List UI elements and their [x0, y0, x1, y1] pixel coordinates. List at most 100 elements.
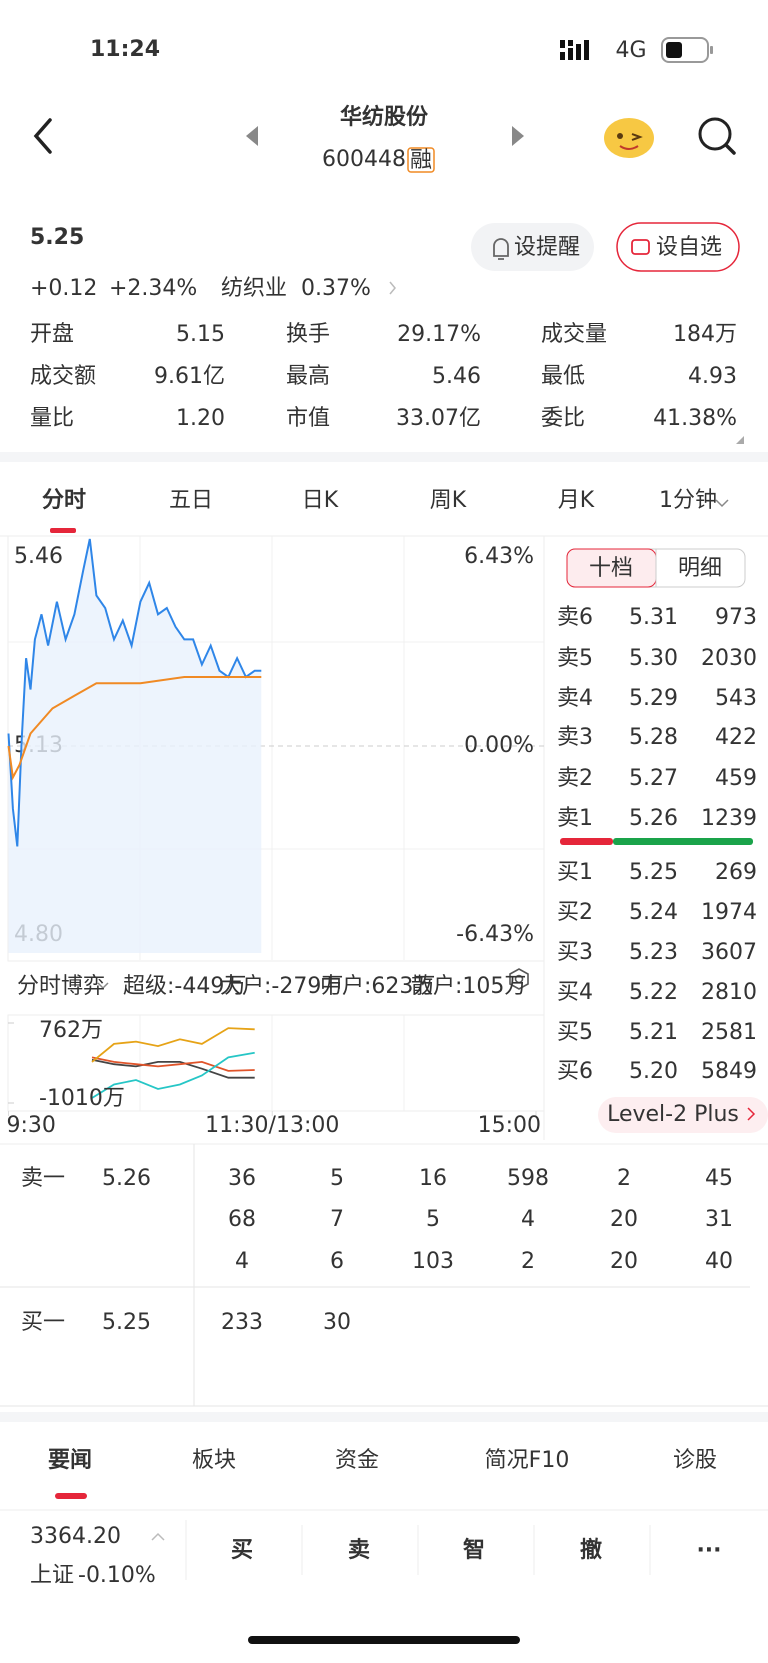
level2-pill[interactable] [598, 1097, 768, 1133]
action-button[interactable]: 买 [231, 1538, 253, 1563]
flow-line [91, 1027, 255, 1063]
level-price: 5.28 [629, 725, 678, 750]
stat-label: 最低 [541, 364, 585, 389]
level-price: 5.24 [629, 900, 678, 925]
ticks-cell: 103 [412, 1249, 454, 1274]
level-label: 卖1 [557, 806, 593, 831]
stat-value: 5.15 [176, 322, 225, 347]
ticks-price: 5.26 [102, 1166, 151, 1191]
stat-label: 开盘 [30, 322, 74, 347]
action-button[interactable]: 智 [463, 1537, 485, 1563]
stat-label: 最高 [286, 364, 330, 389]
level-volume: 269 [715, 860, 757, 885]
stat-value: 5.46 [432, 364, 481, 389]
stat-label: 成交额 [30, 364, 96, 389]
news-tab[interactable]: 要闻 [48, 1448, 92, 1473]
level-price: 5.26 [629, 806, 678, 831]
settings-icon[interactable] [509, 968, 529, 990]
level-label: 买4 [557, 980, 593, 1005]
ticks-cell: 45 [705, 1166, 733, 1191]
action-button[interactable]: 撤 [580, 1537, 602, 1563]
watch-icon [631, 239, 650, 255]
level-label: 买3 [557, 940, 593, 965]
search-button[interactable] [698, 117, 736, 155]
orderbook-tab[interactable]: 明细 [678, 556, 722, 581]
flow-legend: 中户:623万 [320, 974, 435, 999]
news-tab[interactable]: 资金 [335, 1448, 379, 1473]
index-name: 上证 [30, 1563, 74, 1588]
level-volume: 2581 [701, 1020, 757, 1045]
stat-value: 9.61亿 [154, 364, 225, 389]
tab[interactable]: 五日 [169, 488, 213, 513]
tab[interactable]: 日K [302, 488, 339, 513]
battery-icon [661, 37, 713, 63]
stock-name: 华纺股份 [340, 104, 429, 130]
ticks-label: 卖一 [21, 1166, 65, 1191]
flow-legend: 超级:-449万 [123, 974, 246, 999]
watch-button[interactable] [616, 222, 740, 272]
flow-line [91, 1051, 255, 1099]
bell-icon [493, 238, 509, 260]
ticks-cell: 30 [323, 1310, 351, 1335]
stat-value: 33.07亿 [396, 406, 481, 431]
level-label: 卖6 [557, 605, 593, 630]
tab[interactable]: 1分钟 [659, 488, 717, 513]
stock-code: 600448 [322, 147, 406, 172]
news-underline [55, 1493, 87, 1499]
bid-bar [613, 838, 753, 845]
tab[interactable]: 周K [430, 488, 467, 513]
level-volume: 459 [715, 766, 757, 791]
level-volume: 543 [715, 686, 757, 711]
level-volume: 2810 [701, 980, 757, 1005]
ticks-cell: 4 [235, 1249, 249, 1274]
change-pct: +2.34% [109, 276, 197, 301]
orderbook-tab[interactable]: 十档 [589, 556, 633, 581]
index-value: 3364.20 [30, 1524, 121, 1549]
dropdown-arrow [97, 982, 109, 990]
action-button[interactable]: ··· [696, 1538, 721, 1563]
pct-tick-label: 0.00% [464, 733, 534, 758]
pct-tick-label: 6.43% [464, 544, 534, 569]
ticks-cell: 233 [221, 1310, 263, 1335]
ticks-cell: 2 [617, 1166, 631, 1191]
price: 5.25 [30, 225, 84, 250]
action-button[interactable]: 卖 [348, 1537, 370, 1563]
x-tick-label: 15:00 [478, 1113, 541, 1138]
level-label: 买5 [557, 1020, 593, 1045]
flow-line [91, 1058, 255, 1079]
badge: 融 [410, 148, 432, 173]
news-tab[interactable]: 诊股 [673, 1448, 717, 1473]
ticks-cell: 4 [521, 1207, 535, 1232]
prev-stock[interactable] [246, 126, 258, 146]
ticks-cell: 2 [521, 1249, 535, 1274]
settings-dot [514, 974, 524, 984]
next-stock[interactable] [512, 126, 524, 146]
flow-legend: 散户:105万 [411, 974, 526, 999]
ticks-cell: 20 [610, 1249, 638, 1274]
tab[interactable]: 分时 [42, 488, 86, 513]
flow-title[interactable]: 分时博弈 [17, 974, 105, 999]
flow-tick-label: -1010万 [39, 1086, 125, 1111]
status-network: 4G [615, 38, 646, 63]
level-price: 5.20 [629, 1059, 678, 1084]
level-volume: 5849 [701, 1059, 757, 1084]
flow-frame [7, 1014, 545, 1112]
back-button[interactable] [33, 118, 52, 154]
tab[interactable]: 月K [558, 488, 595, 513]
news-tab[interactable]: 板块 [192, 1448, 236, 1473]
stat-value: 184万 [673, 322, 737, 347]
separator [0, 452, 768, 462]
level2-label[interactable]: Level-2 Plus [607, 1102, 739, 1127]
index-arrow [151, 1532, 165, 1541]
button-label[interactable]: 设提醒 [514, 235, 580, 260]
ticks-cell: 31 [705, 1207, 733, 1232]
x-tick-label: 9:30 [7, 1113, 56, 1138]
button-label[interactable]: 设自选 [656, 235, 722, 260]
news-tab[interactable]: 简况F10 [485, 1448, 570, 1473]
mascot-icon[interactable] [604, 118, 654, 158]
status-time: 11:24 [90, 37, 160, 62]
stat-label: 委比 [541, 406, 585, 431]
level-price: 5.27 [629, 766, 678, 791]
ticks-cell: 20 [610, 1207, 638, 1232]
